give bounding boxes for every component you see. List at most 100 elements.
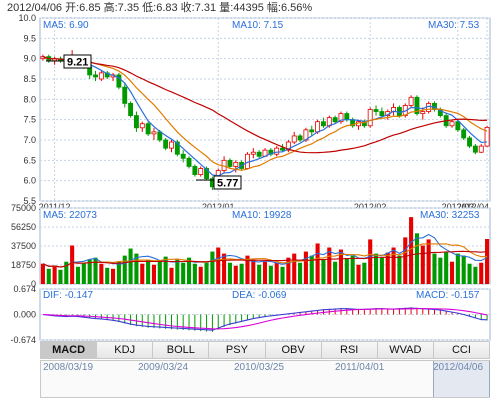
tab-rsi[interactable]: RSI	[321, 341, 378, 359]
volume-tick-label: 37500	[11, 241, 36, 251]
quote-header: 2012/04/06 开:6.85 高:7.35 低:6.83 收:7.31 量…	[7, 2, 313, 14]
volume-bar	[432, 253, 437, 284]
volume-bar	[198, 266, 203, 284]
timeline-selection-handle[interactable]	[433, 361, 490, 397]
tab-cci[interactable]: CCI	[433, 341, 490, 359]
price-tick-label: 7.5	[23, 115, 36, 125]
volume-bar	[75, 266, 81, 284]
volume-bar	[461, 255, 466, 284]
volume-ma5-legend: MA5: 22073	[43, 210, 97, 221]
candle-body	[414, 96, 420, 114]
candle-body	[256, 151, 262, 157]
volume-bar	[379, 257, 384, 284]
volume-bar	[146, 259, 151, 284]
timeline-label: 2009/03/24	[138, 362, 189, 373]
volume-bar	[52, 265, 57, 284]
volume-bar	[216, 247, 221, 284]
price-x-tick-label: 2012/04	[456, 202, 489, 212]
macd-histogram	[48, 307, 488, 332]
volume-bar	[344, 258, 349, 284]
volume-bar	[116, 261, 121, 284]
volume-bar	[181, 262, 186, 284]
high-annotation: 9.21	[46, 54, 92, 69]
candle-body	[291, 135, 297, 143]
volume-bar	[99, 263, 104, 284]
volume-ma5-line	[42, 233, 488, 268]
price-tick-label: 8.0	[23, 94, 36, 104]
volume-y-axis: 0 18750 37500 56250 75000	[11, 203, 36, 289]
candle-body	[163, 139, 169, 149]
tab-macd[interactable]: MACD	[40, 341, 98, 359]
volume-tick-label: 18750	[11, 260, 36, 270]
volume-bar	[245, 255, 250, 284]
timeline-navigator[interactable]: 2008/03/19 2009/03/24 2010/03/25 2011/04…	[40, 360, 490, 398]
volume-bar	[222, 253, 227, 284]
volume-bar	[257, 264, 262, 284]
candle-body	[338, 113, 344, 123]
candle-body	[204, 168, 210, 180]
high-annotation-label: 9.21	[67, 57, 88, 69]
tab-boll[interactable]: BOLL	[153, 341, 210, 359]
volume-tick-label: 75000	[11, 203, 36, 213]
tab-psy[interactable]: PSY	[209, 341, 266, 359]
candle-body	[373, 109, 379, 112]
low-annotation: 5.77	[196, 175, 242, 190]
price-ma5-line	[42, 56, 488, 177]
volume-bar	[414, 233, 419, 284]
tab-wvad[interactable]: WVAD	[377, 341, 434, 359]
price-tick-label: 9.0	[23, 54, 36, 64]
candle-body	[408, 96, 414, 106]
volume-bar	[438, 257, 443, 284]
volume-panel: 0 18750 37500 56250 75000 MA5: 22073 MA10: 1…	[11, 203, 491, 289]
volume-bar	[420, 245, 425, 284]
volume-bar	[122, 255, 127, 284]
candle-body	[367, 109, 373, 127]
price-ma10-line	[42, 56, 488, 171]
macd-tick-label: -0.674	[10, 335, 36, 345]
candle-body	[128, 103, 134, 117]
volume-bar	[268, 265, 273, 284]
volume-bar	[350, 255, 355, 284]
candle-body	[280, 147, 285, 151]
candle-body	[379, 111, 385, 116]
macd-tick-label: 0.674	[13, 284, 36, 294]
volume-tick-label: 56250	[11, 222, 36, 232]
volume-bar	[303, 251, 308, 284]
candle-body	[420, 111, 426, 114]
price-ma10-legend: MA10: 7.15	[232, 20, 284, 31]
timeline-label: 2010/03/25	[234, 362, 285, 373]
volume-bar	[64, 261, 69, 284]
price-ma30-legend: MA30: 7.53	[428, 20, 480, 31]
volume-bar	[40, 263, 45, 284]
volume-bar	[128, 248, 133, 284]
tab-obv[interactable]: OBV	[265, 341, 322, 359]
volume-bar	[251, 259, 256, 284]
volume-ma30-line	[42, 250, 488, 268]
candle-body	[180, 153, 186, 159]
candle-body	[98, 72, 104, 80]
price-moving-averages	[42, 56, 488, 177]
volume-bar	[385, 252, 390, 284]
candle-body	[186, 157, 192, 167]
volume-bar	[192, 263, 197, 284]
volume-bar	[338, 249, 344, 284]
volume-bar	[204, 261, 209, 284]
candle-body	[145, 123, 151, 135]
price-x-tick-label: 2012/02	[354, 202, 387, 212]
macd-lines	[42, 307, 488, 331]
volume-bar	[327, 247, 332, 284]
low-annotation-label: 5.77	[217, 178, 238, 190]
tab-kdj[interactable]: KDJ	[97, 341, 154, 359]
candle-body	[455, 121, 461, 131]
candle-body	[139, 123, 145, 129]
timeline-label: 2008/03/19	[43, 362, 94, 373]
candle-body	[472, 145, 478, 153]
volume-bar	[134, 253, 139, 284]
macd-y-axis: -0.674 0.000 0.674	[10, 284, 36, 345]
volume-bar	[227, 262, 232, 284]
volume-tick-label: 0	[31, 279, 36, 289]
candle-body	[151, 131, 157, 135]
candle-body	[227, 159, 233, 167]
